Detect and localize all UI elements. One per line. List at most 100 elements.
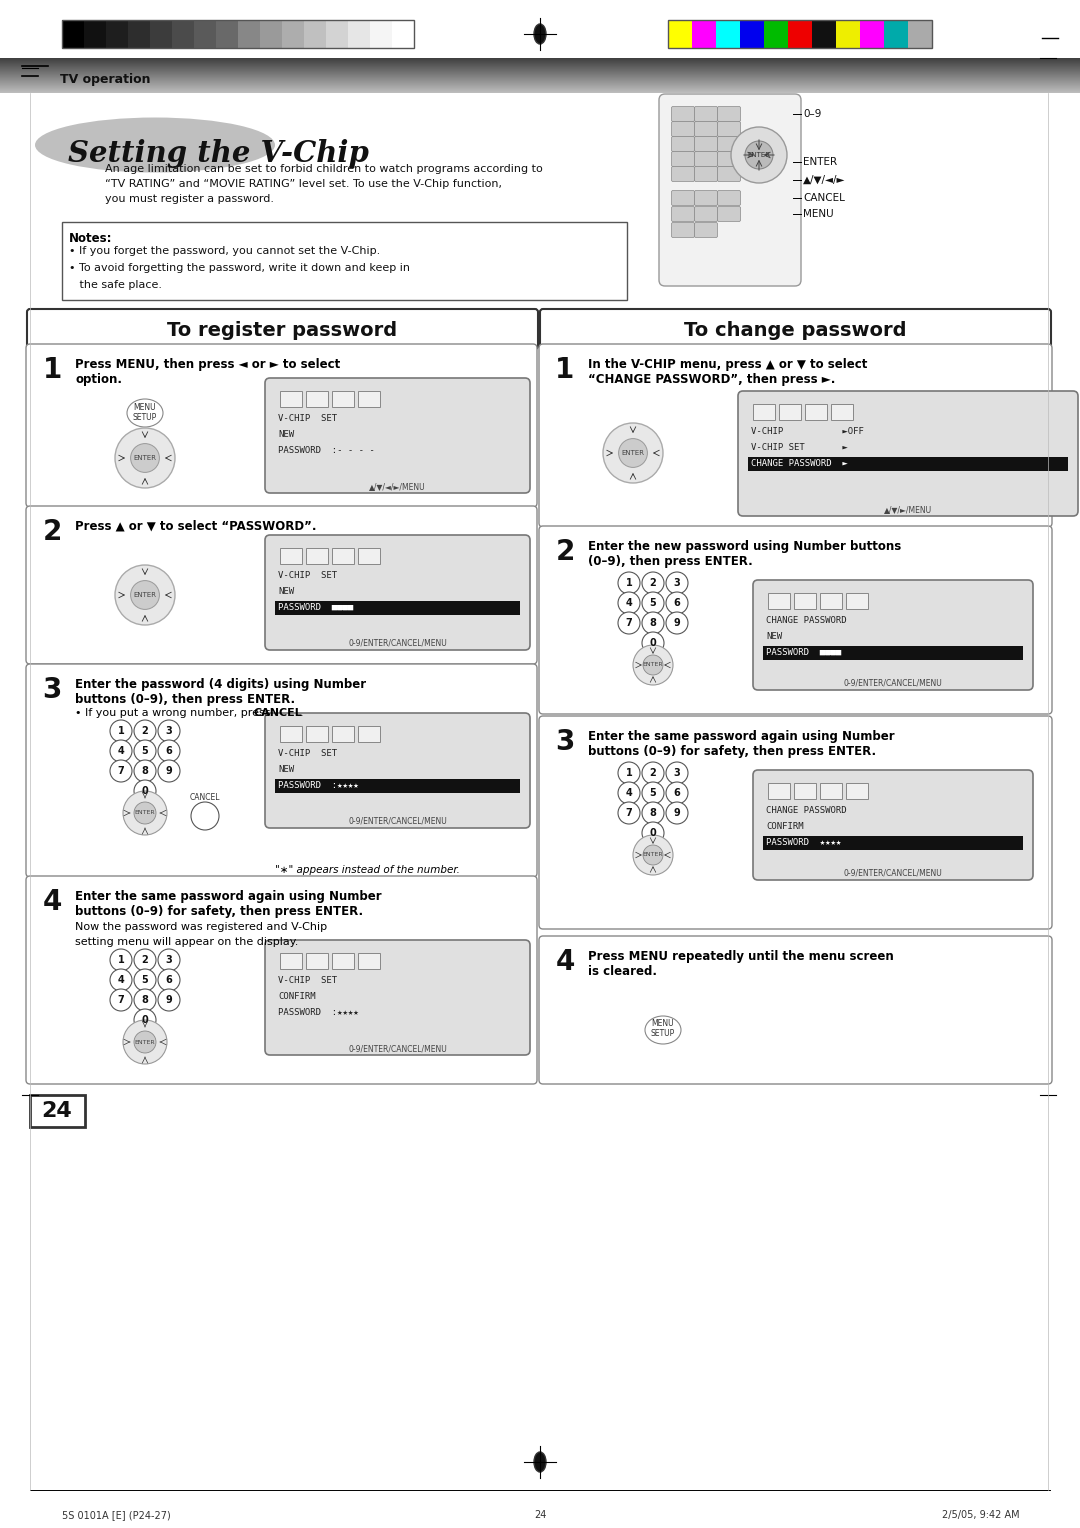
Text: 5: 5 <box>650 788 657 798</box>
Circle shape <box>114 428 175 487</box>
Circle shape <box>134 759 156 782</box>
FancyBboxPatch shape <box>738 391 1078 516</box>
Circle shape <box>642 613 664 634</box>
Text: 0–9: 0–9 <box>804 108 822 119</box>
Text: TV operation: TV operation <box>60 73 150 87</box>
Bar <box>812 20 836 47</box>
Text: ▲/▼/◄/►: ▲/▼/◄/► <box>804 176 846 185</box>
Bar <box>692 20 716 47</box>
Text: 6: 6 <box>674 788 680 798</box>
FancyBboxPatch shape <box>717 136 741 151</box>
Bar <box>275 779 519 793</box>
Bar <box>280 549 302 564</box>
FancyBboxPatch shape <box>694 107 717 122</box>
Text: 5: 5 <box>650 597 657 608</box>
Text: setting menu will appear on the display.: setting menu will appear on the display. <box>75 937 298 947</box>
Ellipse shape <box>127 399 163 426</box>
Circle shape <box>666 762 688 784</box>
Text: 1: 1 <box>118 726 124 736</box>
Bar <box>820 593 842 610</box>
Text: SETUP: SETUP <box>133 413 157 422</box>
Bar <box>788 20 812 47</box>
Bar <box>275 601 519 614</box>
Text: buttons (0–9) for safety, then press ENTER.: buttons (0–9) for safety, then press ENT… <box>588 746 876 758</box>
Circle shape <box>110 949 132 970</box>
Bar <box>748 457 1068 471</box>
Text: V-CHIP  SET: V-CHIP SET <box>278 414 337 423</box>
Text: 4: 4 <box>118 975 124 986</box>
Text: 24: 24 <box>534 1510 546 1520</box>
Bar <box>62 222 627 299</box>
Text: 2/5/05, 9:42 AM: 2/5/05, 9:42 AM <box>943 1510 1020 1520</box>
Circle shape <box>134 720 156 743</box>
Text: 9: 9 <box>674 808 680 817</box>
FancyBboxPatch shape <box>694 167 717 182</box>
FancyBboxPatch shape <box>265 377 530 494</box>
Text: Enter the same password again using Number: Enter the same password again using Numb… <box>75 889 381 903</box>
Text: 2: 2 <box>555 538 575 565</box>
Text: 4: 4 <box>625 597 633 608</box>
FancyBboxPatch shape <box>26 506 537 665</box>
FancyBboxPatch shape <box>26 665 537 877</box>
Bar <box>280 726 302 743</box>
Text: 2: 2 <box>42 518 62 545</box>
Bar <box>357 549 380 564</box>
FancyBboxPatch shape <box>539 526 1052 714</box>
Text: PASSWORD  :★★★★: PASSWORD :★★★★ <box>278 1008 359 1018</box>
FancyBboxPatch shape <box>26 344 537 507</box>
Bar <box>106 20 129 47</box>
Circle shape <box>642 802 664 824</box>
FancyBboxPatch shape <box>265 535 530 649</box>
Text: 0: 0 <box>141 1015 148 1025</box>
Text: 8: 8 <box>649 617 657 628</box>
Circle shape <box>123 792 167 834</box>
Text: 5S 0101A [E] (P24-27): 5S 0101A [E] (P24-27) <box>62 1510 171 1520</box>
Text: PASSWORD  :★★★★: PASSWORD :★★★★ <box>278 781 359 790</box>
Circle shape <box>618 571 640 594</box>
Bar <box>326 20 348 47</box>
FancyBboxPatch shape <box>753 770 1032 880</box>
Bar <box>303 20 326 47</box>
Text: SETUP: SETUP <box>651 1030 675 1039</box>
Text: ▲/▼/►/MENU: ▲/▼/►/MENU <box>883 504 932 513</box>
Text: (0–9), then press ENTER.: (0–9), then press ENTER. <box>588 555 753 568</box>
Text: 0: 0 <box>141 785 148 796</box>
Circle shape <box>603 423 663 483</box>
Text: 2: 2 <box>141 726 148 736</box>
Bar <box>846 593 868 610</box>
Text: CONFIRM: CONFIRM <box>278 992 315 1001</box>
Circle shape <box>618 613 640 634</box>
Bar <box>805 403 827 420</box>
Circle shape <box>618 591 640 614</box>
Text: 5: 5 <box>141 975 148 986</box>
Bar <box>129 20 150 47</box>
Text: 3: 3 <box>165 726 173 736</box>
Text: “CHANGE PASSWORD”, then press ►.: “CHANGE PASSWORD”, then press ►. <box>588 373 835 387</box>
Text: 0-9/ENTER/CANCEL/MENU: 0-9/ENTER/CANCEL/MENU <box>348 1044 447 1053</box>
Text: NEW: NEW <box>766 633 782 642</box>
FancyBboxPatch shape <box>539 937 1052 1083</box>
FancyBboxPatch shape <box>672 206 694 222</box>
Bar <box>62 20 84 47</box>
Text: An age limitation can be set to forbid children to watch programs according to: An age limitation can be set to forbid c… <box>105 163 543 174</box>
Circle shape <box>642 591 664 614</box>
FancyBboxPatch shape <box>30 1096 85 1128</box>
Bar <box>669 20 932 47</box>
Text: ENTER: ENTER <box>134 455 157 461</box>
Circle shape <box>158 759 180 782</box>
Circle shape <box>134 740 156 762</box>
Text: 9: 9 <box>674 617 680 628</box>
FancyBboxPatch shape <box>694 122 717 136</box>
Bar <box>282 20 303 47</box>
Bar <box>768 593 789 610</box>
Circle shape <box>643 656 663 675</box>
FancyBboxPatch shape <box>694 136 717 151</box>
Circle shape <box>618 762 640 784</box>
Circle shape <box>666 802 688 824</box>
Circle shape <box>642 822 664 843</box>
FancyBboxPatch shape <box>672 167 694 182</box>
Text: 3: 3 <box>674 769 680 778</box>
Text: 8: 8 <box>141 995 148 1005</box>
Circle shape <box>666 782 688 804</box>
Bar <box>357 726 380 743</box>
